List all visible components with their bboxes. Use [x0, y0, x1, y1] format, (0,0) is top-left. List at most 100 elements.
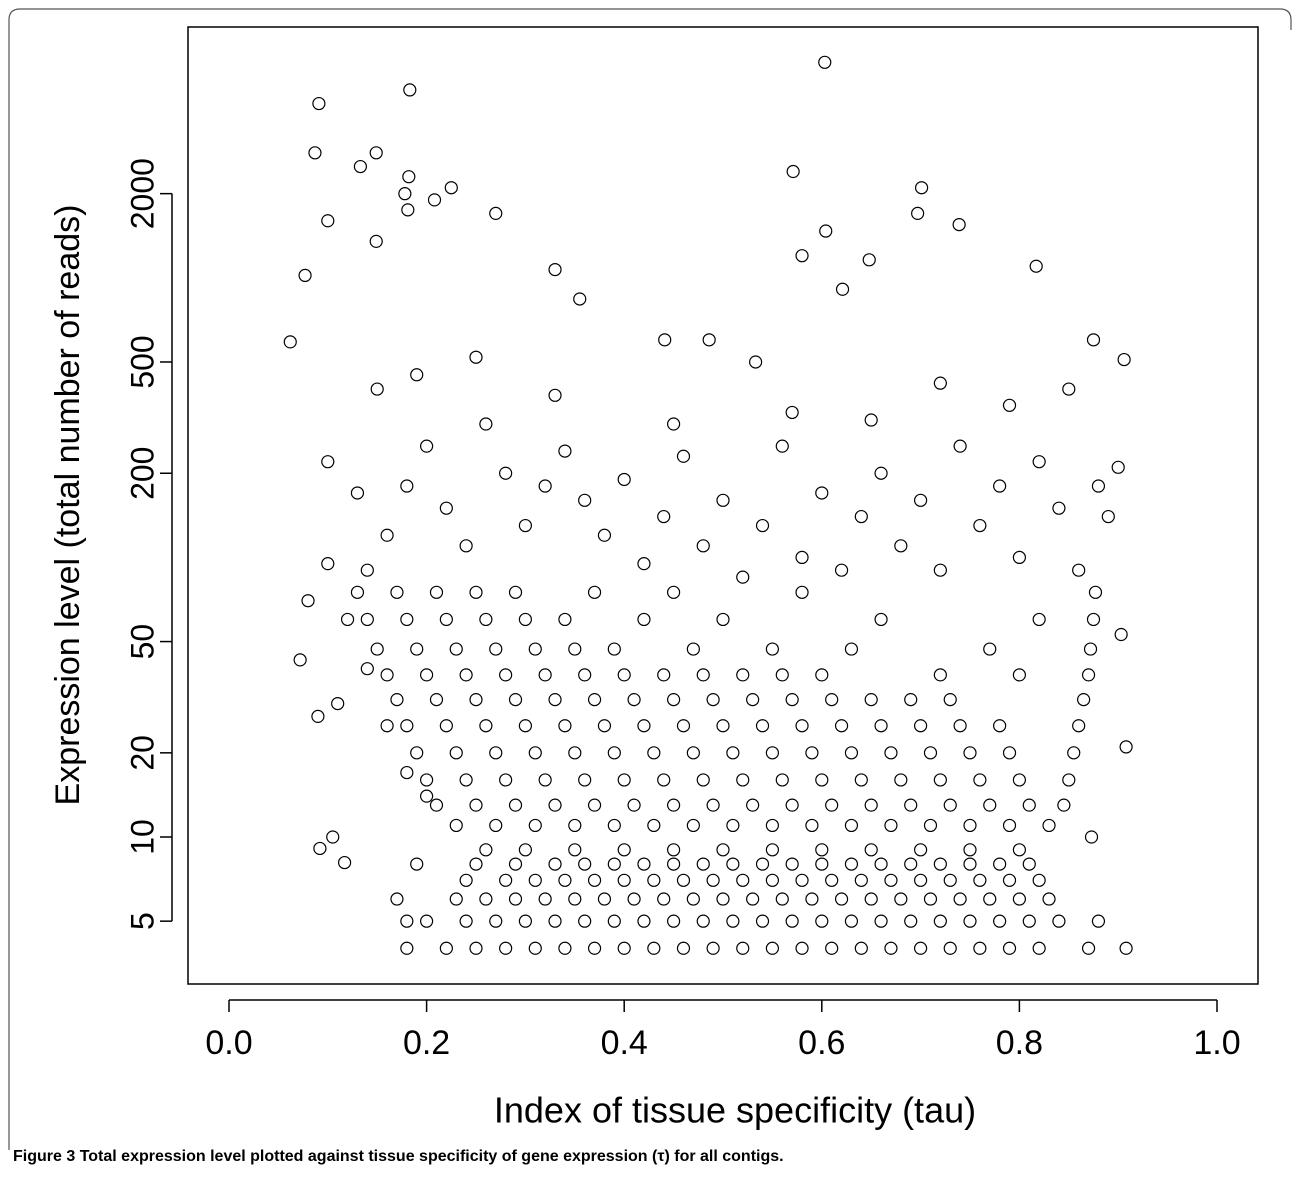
point	[913, 873, 928, 887]
point	[558, 444, 572, 458]
point	[667, 857, 681, 871]
point	[489, 206, 503, 220]
point	[617, 873, 631, 887]
point	[578, 773, 592, 787]
point	[429, 798, 444, 812]
point	[479, 612, 493, 627]
point	[427, 193, 442, 207]
point	[696, 857, 710, 871]
point	[1086, 333, 1101, 347]
point	[508, 857, 523, 871]
point	[785, 857, 799, 871]
point	[1032, 612, 1046, 627]
point	[607, 857, 621, 871]
point	[548, 798, 562, 812]
point	[973, 773, 987, 787]
point	[1012, 668, 1026, 682]
point	[805, 818, 819, 833]
point	[933, 668, 947, 682]
point	[607, 818, 621, 833]
point	[815, 486, 829, 500]
point	[785, 914, 799, 928]
point	[775, 439, 789, 453]
point	[301, 594, 315, 608]
point	[439, 941, 453, 955]
point	[963, 818, 977, 833]
point	[410, 857, 424, 871]
point	[489, 914, 503, 928]
point	[400, 612, 414, 627]
point	[637, 914, 651, 928]
point	[1012, 843, 1026, 857]
point	[1088, 585, 1103, 599]
point	[1081, 668, 1096, 682]
point	[815, 843, 829, 857]
point	[973, 873, 987, 887]
point	[953, 719, 967, 733]
x-tick-label: 0.8	[996, 1024, 1043, 1062]
point	[765, 843, 779, 857]
point	[795, 941, 809, 955]
point	[439, 612, 453, 627]
point	[854, 773, 868, 787]
point	[353, 159, 368, 174]
point	[835, 282, 850, 296]
x-tick-label: 0.2	[403, 1024, 450, 1062]
point	[518, 843, 533, 857]
point	[508, 892, 523, 906]
point	[834, 563, 849, 577]
point	[403, 83, 417, 97]
point	[1081, 941, 1096, 955]
point	[923, 892, 938, 906]
point	[587, 798, 602, 812]
point	[398, 187, 412, 201]
point	[854, 509, 868, 524]
point	[923, 746, 938, 760]
point	[963, 857, 977, 871]
point	[578, 668, 592, 682]
point	[331, 696, 345, 711]
point	[736, 668, 750, 682]
point	[1117, 352, 1131, 367]
point	[657, 509, 671, 524]
point	[874, 719, 888, 733]
point	[308, 146, 322, 160]
point	[558, 873, 572, 887]
point	[874, 466, 888, 480]
point	[370, 642, 384, 656]
point	[933, 376, 947, 390]
point	[765, 873, 779, 887]
point	[993, 719, 1007, 733]
point	[469, 798, 483, 812]
point	[1032, 873, 1046, 887]
point	[627, 798, 641, 812]
point	[785, 405, 799, 420]
point	[864, 892, 878, 906]
plot-frame	[187, 26, 1259, 985]
point	[904, 857, 918, 871]
point	[508, 798, 523, 812]
point	[913, 719, 928, 733]
point	[834, 892, 849, 906]
point	[973, 941, 987, 955]
point	[313, 841, 327, 856]
point	[1084, 830, 1099, 844]
point	[489, 746, 503, 760]
point	[548, 914, 562, 928]
point	[676, 873, 691, 887]
point	[518, 719, 533, 733]
point	[402, 170, 416, 184]
point	[795, 873, 809, 887]
point	[884, 941, 898, 955]
point	[508, 585, 523, 599]
point	[775, 668, 789, 682]
point	[667, 843, 681, 857]
point	[380, 528, 394, 542]
point	[884, 873, 898, 887]
point	[597, 719, 612, 733]
point	[400, 479, 414, 493]
point	[943, 941, 957, 955]
point	[786, 164, 800, 179]
point	[815, 773, 829, 787]
